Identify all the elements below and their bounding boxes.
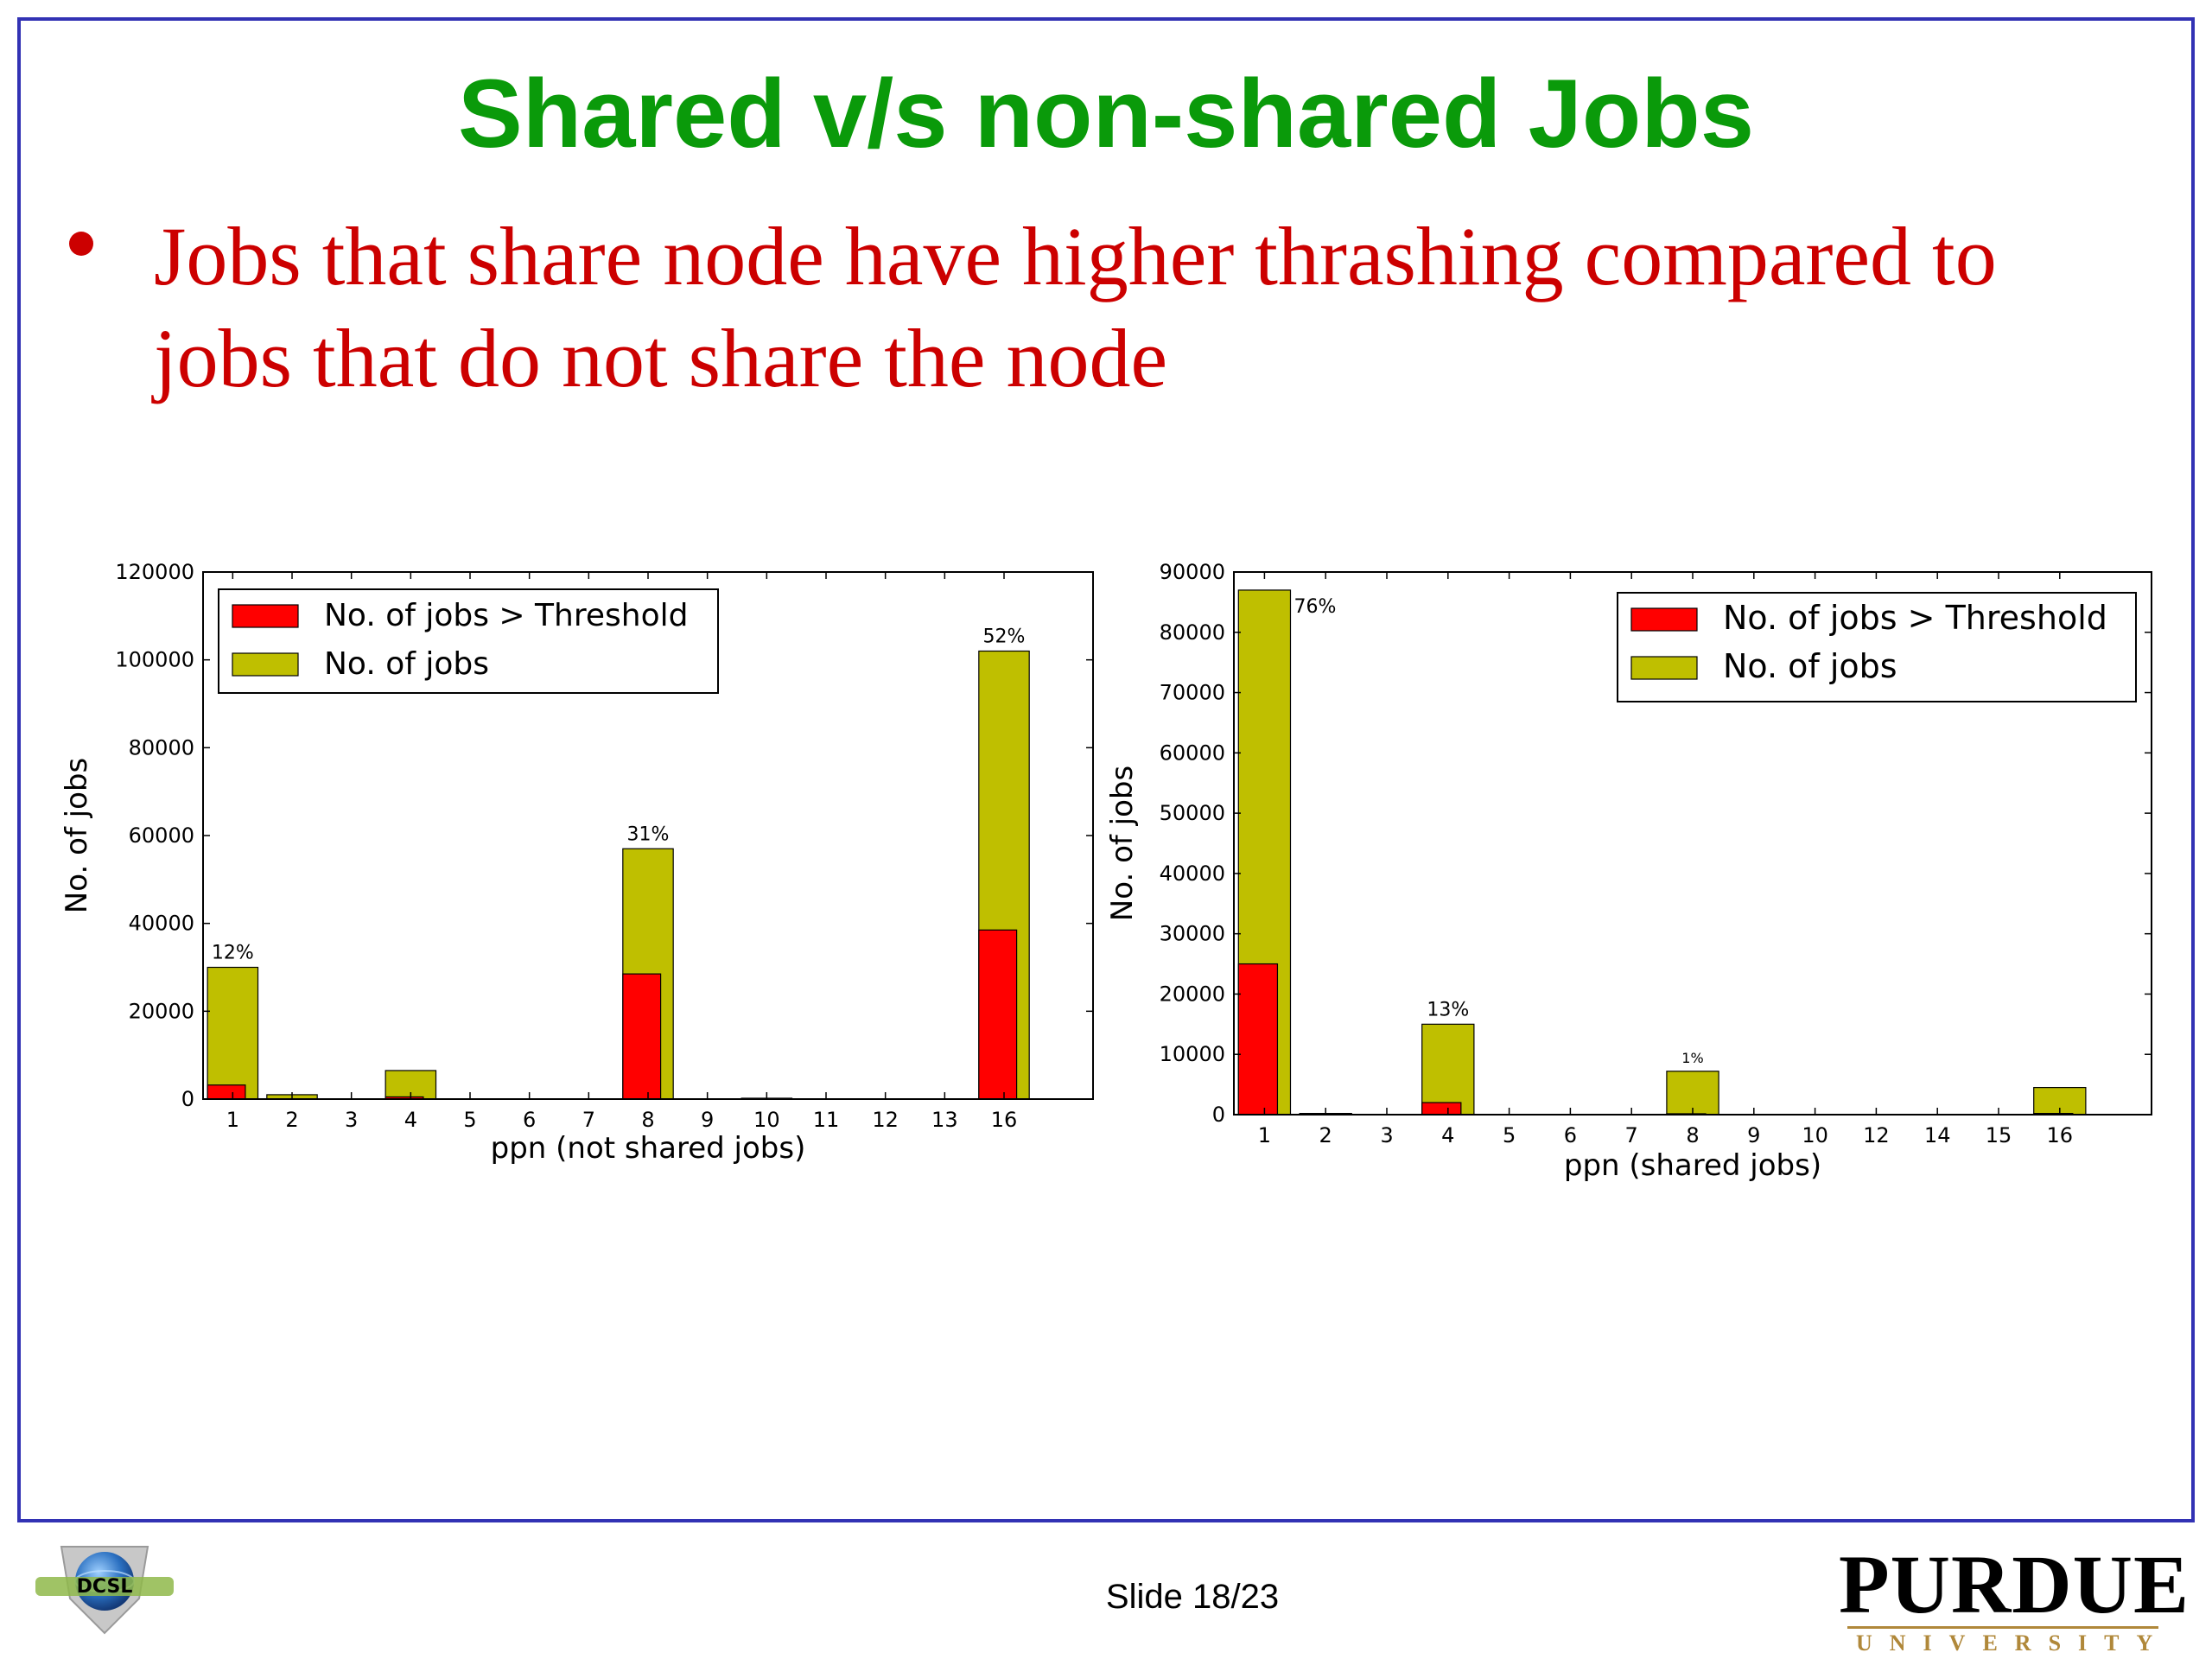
x-tick-label: 12 xyxy=(872,1108,899,1132)
bar-threshold xyxy=(1237,963,1279,1116)
y-tick-label: 40000 xyxy=(129,912,194,936)
x-tick-label: 10 xyxy=(753,1108,780,1132)
bar-annotation: 31% xyxy=(627,823,670,845)
bar-total xyxy=(207,966,259,1100)
plot-frame xyxy=(1233,571,2152,1116)
dcsl-logo-icon: DCSL xyxy=(35,1546,174,1635)
y-tick-label: 80000 xyxy=(129,735,194,760)
x-tick-label: 8 xyxy=(641,1108,654,1132)
bar-threshold xyxy=(1421,1102,1462,1116)
legend-box xyxy=(218,588,719,694)
bar-annotation: 52% xyxy=(983,626,1026,648)
y-tick-label: 50000 xyxy=(1160,801,1225,825)
x-axis-label: ppn (not shared jobs) xyxy=(491,1131,806,1166)
x-tick-label: 7 xyxy=(582,1108,595,1132)
y-tick-label: 100000 xyxy=(115,648,194,672)
x-tick-label: 2 xyxy=(1319,1123,1332,1147)
x-tick-label: 10 xyxy=(1802,1123,1828,1147)
x-tick-label: 4 xyxy=(404,1108,417,1132)
x-tick-label: 12 xyxy=(1863,1123,1890,1147)
bar-total xyxy=(1421,1023,1475,1116)
dcsl-logo: DCSL xyxy=(31,1529,178,1642)
x-tick-label: 16 xyxy=(2047,1123,2074,1147)
purdue-logo-word: PURDUE xyxy=(1839,1538,2190,1630)
bullet-text: Jobs that share node have higher thrashi… xyxy=(154,210,1997,404)
purdue-logo: PURDUE UNIVERSITY xyxy=(1839,1538,2190,1656)
x-tick-label: 16 xyxy=(991,1108,1018,1132)
legend-swatch xyxy=(232,604,299,628)
bar-threshold xyxy=(622,973,662,1100)
y-tick-label: 30000 xyxy=(1160,922,1225,946)
y-tick-label: 10000 xyxy=(1160,1042,1225,1066)
chart-shared: 1 2 3 4 5 6 7 8 9 10 12 14 15 1676%13%1%0100002000030… xyxy=(1105,560,2152,1183)
bullet-dot-icon xyxy=(69,232,93,256)
svg-text:DCSL: DCSL xyxy=(77,1576,133,1598)
x-tick-label: 3 xyxy=(345,1108,358,1132)
bar-total xyxy=(1666,1071,1719,1116)
legend-swatch xyxy=(1630,607,1698,632)
legend: No. of jobs > Threshold No. of jobs xyxy=(218,588,719,694)
bar-annotation: 12% xyxy=(212,943,254,964)
chart-not-shared: 1 2 3 4 5 6 7 8 9 10 11 12 13 1612%31%52%020000400006… xyxy=(60,560,1094,1166)
x-tick-label: 5 xyxy=(1503,1123,1516,1147)
y-axis-label: No. of jobs xyxy=(1105,766,1140,921)
x-tick-label: 15 xyxy=(1986,1123,2012,1147)
x-tick-label: 11 xyxy=(813,1108,840,1132)
x-tick-label: 5 xyxy=(463,1108,476,1132)
y-tick-label: 0 xyxy=(181,1087,194,1111)
x-tick-label: 2 xyxy=(285,1108,298,1132)
x-tick-label: 3 xyxy=(1380,1123,1393,1147)
x-tick-label: 8 xyxy=(1686,1123,1699,1147)
slide-number: Slide 18/23 xyxy=(1105,1578,1280,1616)
y-tick-label: 40000 xyxy=(1160,861,1225,886)
purdue-logo-rule xyxy=(1847,1626,2158,1629)
legend-swatch xyxy=(232,652,299,677)
x-tick-label: 9 xyxy=(701,1108,714,1132)
slide-frame xyxy=(17,17,2195,1522)
plot-frame xyxy=(202,571,1094,1100)
x-axis-label: ppn (shared jobs) xyxy=(1564,1148,1821,1183)
y-tick-label: 70000 xyxy=(1160,681,1225,705)
legend-label: No. of jobs > Threshold xyxy=(1723,599,2107,637)
y-tick-label: 20000 xyxy=(129,999,194,1023)
x-tick-label: 13 xyxy=(931,1108,958,1132)
x-tick-label: 6 xyxy=(1564,1123,1577,1147)
y-tick-label: 20000 xyxy=(1160,982,1225,1006)
x-tick-label: 14 xyxy=(1924,1123,1951,1147)
legend-label: No. of jobs xyxy=(324,646,489,682)
y-tick-label: 80000 xyxy=(1160,620,1225,645)
y-tick-label: 0 xyxy=(1212,1103,1225,1127)
bar-threshold xyxy=(978,929,1018,1100)
bar-threshold xyxy=(207,1084,246,1100)
purdue-logo-sub: UNIVERSITY xyxy=(1856,1630,2171,1656)
y-tick-label: 60000 xyxy=(1160,741,1225,765)
bar-annotation: 13% xyxy=(1427,999,1469,1020)
x-tick-label: 4 xyxy=(1441,1123,1454,1147)
x-tick-label: 7 xyxy=(1625,1123,1638,1147)
y-axis-label: No. of jobs xyxy=(60,758,94,913)
y-tick-label: 120000 xyxy=(115,560,194,584)
bar-annotation: 76% xyxy=(1294,596,1336,618)
y-tick-label: 60000 xyxy=(129,823,194,848)
legend-box xyxy=(1617,592,2137,702)
x-tick-label: 6 xyxy=(523,1108,536,1132)
x-tick-label: 9 xyxy=(1747,1123,1760,1147)
slide-title: Shared v/s non-shared Jobs xyxy=(458,60,1754,168)
y-tick-label: 90000 xyxy=(1160,560,1225,584)
legend-label: No. of jobs > Threshold xyxy=(324,598,688,633)
legend-label: No. of jobs xyxy=(1723,647,1897,685)
x-tick-label: 1 xyxy=(226,1108,239,1132)
bar-annotation: 1% xyxy=(1681,1050,1703,1066)
legend-swatch xyxy=(1630,656,1698,680)
legend: No. of jobs > Threshold No. of jobs xyxy=(1617,592,2137,702)
x-tick-label: 1 xyxy=(1258,1123,1271,1147)
